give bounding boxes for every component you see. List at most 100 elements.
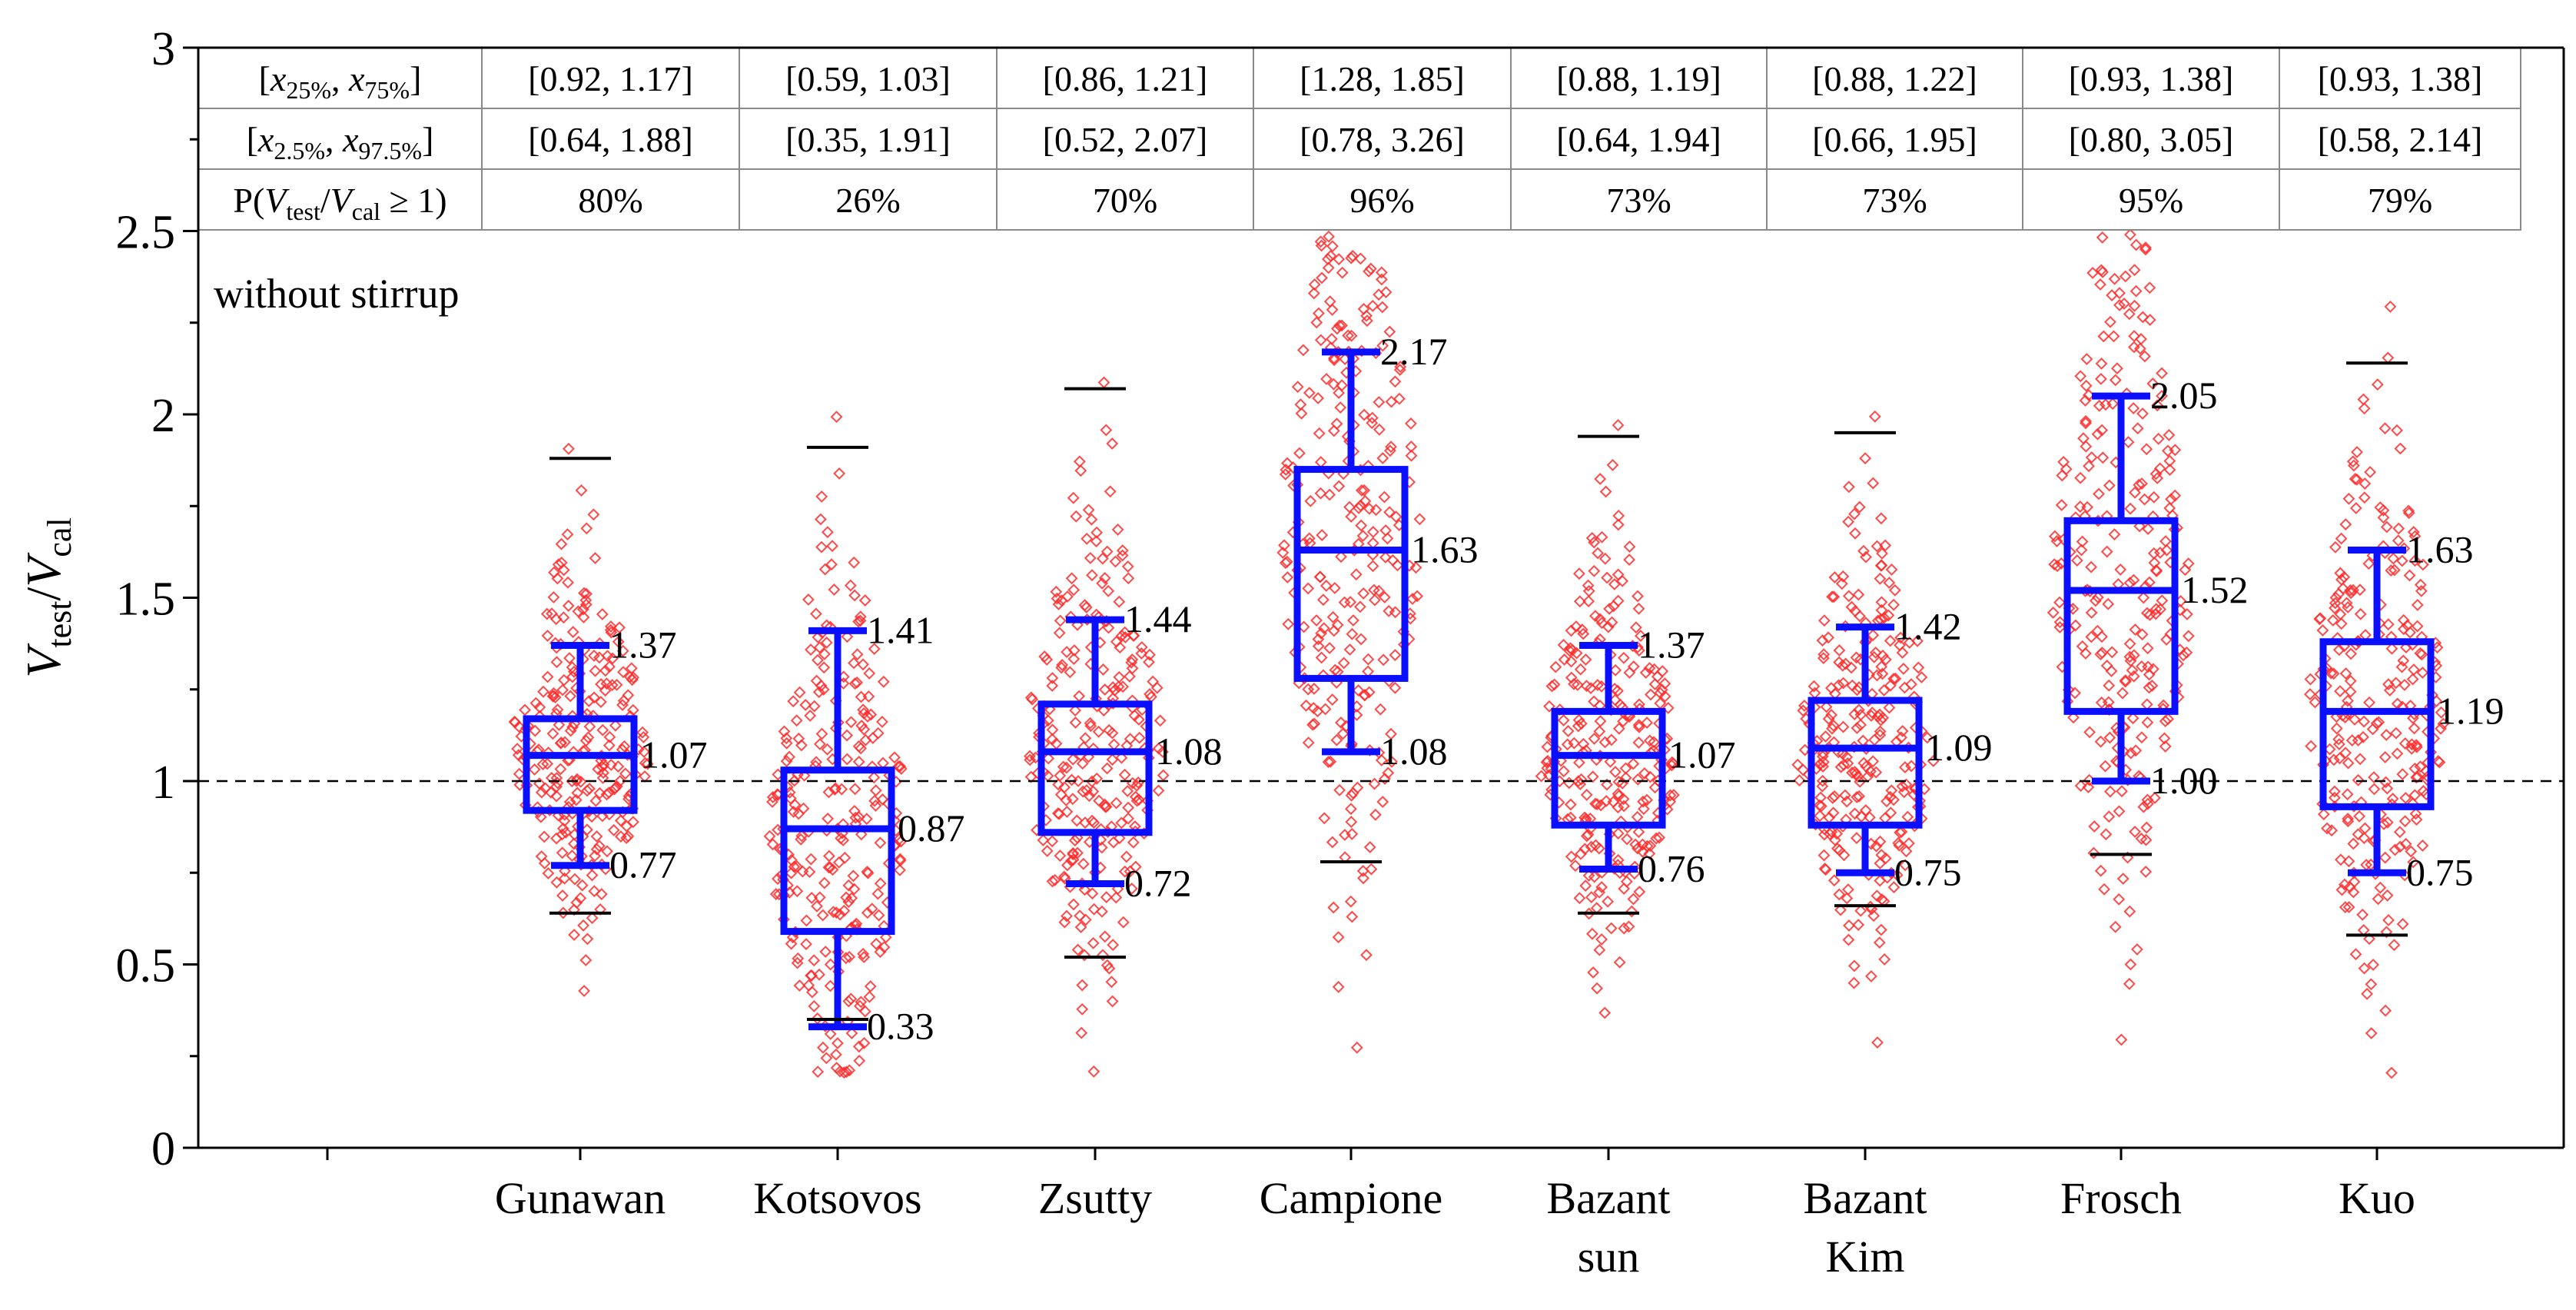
scatter-point <box>1074 921 1087 933</box>
scatter-point <box>2096 647 2109 659</box>
scatter-point <box>1573 892 1586 905</box>
scatter-point <box>893 863 906 876</box>
scatter-point <box>1586 770 1599 783</box>
scatter-point <box>1343 500 1356 514</box>
scatter-point <box>1344 895 1357 908</box>
scatter-point <box>1813 799 1826 812</box>
scatter-point <box>1562 724 1575 737</box>
scatter-point <box>864 980 877 992</box>
scatter-point <box>847 869 860 883</box>
scatter-point <box>2141 716 2154 729</box>
scatter-point <box>1366 299 1379 312</box>
scatter-point <box>604 620 617 633</box>
scatter-point <box>1405 449 1418 462</box>
scatter-point <box>2368 771 2380 783</box>
scatter-point <box>842 995 855 1008</box>
scatter-point <box>2103 679 2116 692</box>
scatter-point <box>2405 845 2418 858</box>
scatter-point <box>1097 949 1109 962</box>
scatter-point <box>1565 671 1578 684</box>
scatter-point <box>2140 698 2153 711</box>
scatter-point <box>2330 722 2343 735</box>
scatter-point <box>2389 726 2402 740</box>
scatter-point <box>626 673 639 687</box>
scatter-point <box>589 794 603 807</box>
scatter-point <box>841 630 854 643</box>
scatter-point <box>562 600 575 612</box>
scatter-point <box>1633 886 1646 898</box>
scatter-point <box>1879 653 1892 666</box>
scatter-point <box>1627 757 1640 770</box>
scatter-point <box>2123 228 2136 241</box>
scatter-point <box>894 854 907 867</box>
scatter-point <box>1579 879 1592 893</box>
scatter-point <box>1847 959 1861 973</box>
scatter-point <box>1300 699 1313 712</box>
scatter-point <box>1041 653 1054 666</box>
scatter-point <box>2339 667 2352 680</box>
scatter-point <box>784 792 797 805</box>
scatter-point <box>2396 918 2409 930</box>
scatter-point <box>2128 264 2141 277</box>
scatter-point <box>2349 713 2361 726</box>
scatter-point <box>1084 720 1097 733</box>
scatter-point <box>2359 822 2372 835</box>
scatter-point <box>550 780 563 793</box>
scatter-point <box>1631 810 1644 823</box>
scatter-point <box>1374 703 1387 716</box>
scatter-point <box>795 830 808 843</box>
scatter-point <box>2130 238 2143 251</box>
scatter-point <box>1126 662 1139 675</box>
scatter-point <box>1291 381 1304 394</box>
scatter-point <box>1389 681 1402 694</box>
scatter-point <box>1316 271 1328 284</box>
table-cell: [1.28, 1.85] <box>1300 59 1465 98</box>
scatter-point <box>1661 701 1675 714</box>
scatter-point <box>1837 570 1850 583</box>
scatter-point <box>2326 613 2339 627</box>
scatter-point <box>1848 507 1861 520</box>
scatter-point <box>872 909 885 922</box>
scatter-point <box>2143 681 2156 694</box>
box-group-8 <box>2319 361 2435 937</box>
scatter-point <box>804 709 817 722</box>
scatter-point <box>1125 656 1138 669</box>
scatter-point <box>1817 849 1831 862</box>
scatter-point <box>2359 477 2372 490</box>
scatter-point <box>1314 235 1327 248</box>
scatter-point <box>575 484 588 497</box>
scatter-point <box>1366 537 1379 550</box>
median-label: 1.09 <box>1925 726 1993 769</box>
scatter-point <box>2358 715 2371 728</box>
scatter-point <box>1654 687 1667 700</box>
scatter-point <box>2314 612 2327 625</box>
scatter-point <box>1612 684 1624 697</box>
scatter-point <box>593 786 606 800</box>
scatter-point <box>1120 850 1133 863</box>
scatter-point <box>550 772 563 784</box>
scatter-point <box>1369 808 1382 821</box>
scatter-point <box>2334 685 2346 698</box>
scatter-point <box>2377 504 2390 517</box>
table-cell: 79% <box>2368 181 2432 220</box>
scatter-point <box>563 652 576 665</box>
scatter-point <box>569 793 583 806</box>
scatter-point <box>841 753 854 766</box>
scatter-point <box>559 864 571 877</box>
scatter-point <box>1349 568 1363 581</box>
scatter-point <box>833 467 846 480</box>
scatter-point <box>1826 590 1839 603</box>
scatter-point <box>2163 502 2176 514</box>
scatter-point <box>1389 606 1402 619</box>
scatter-point <box>1588 732 1601 745</box>
scatter-point <box>2417 785 2430 797</box>
scatter-point <box>838 1066 851 1079</box>
scatter-point <box>1571 678 1584 691</box>
scatter-point <box>589 552 602 564</box>
scatter-point <box>2321 822 2333 835</box>
scatter-point <box>1827 874 1841 887</box>
scatter-point <box>1568 736 1581 750</box>
scatter-point <box>809 607 822 620</box>
scatter-point <box>1617 651 1630 664</box>
